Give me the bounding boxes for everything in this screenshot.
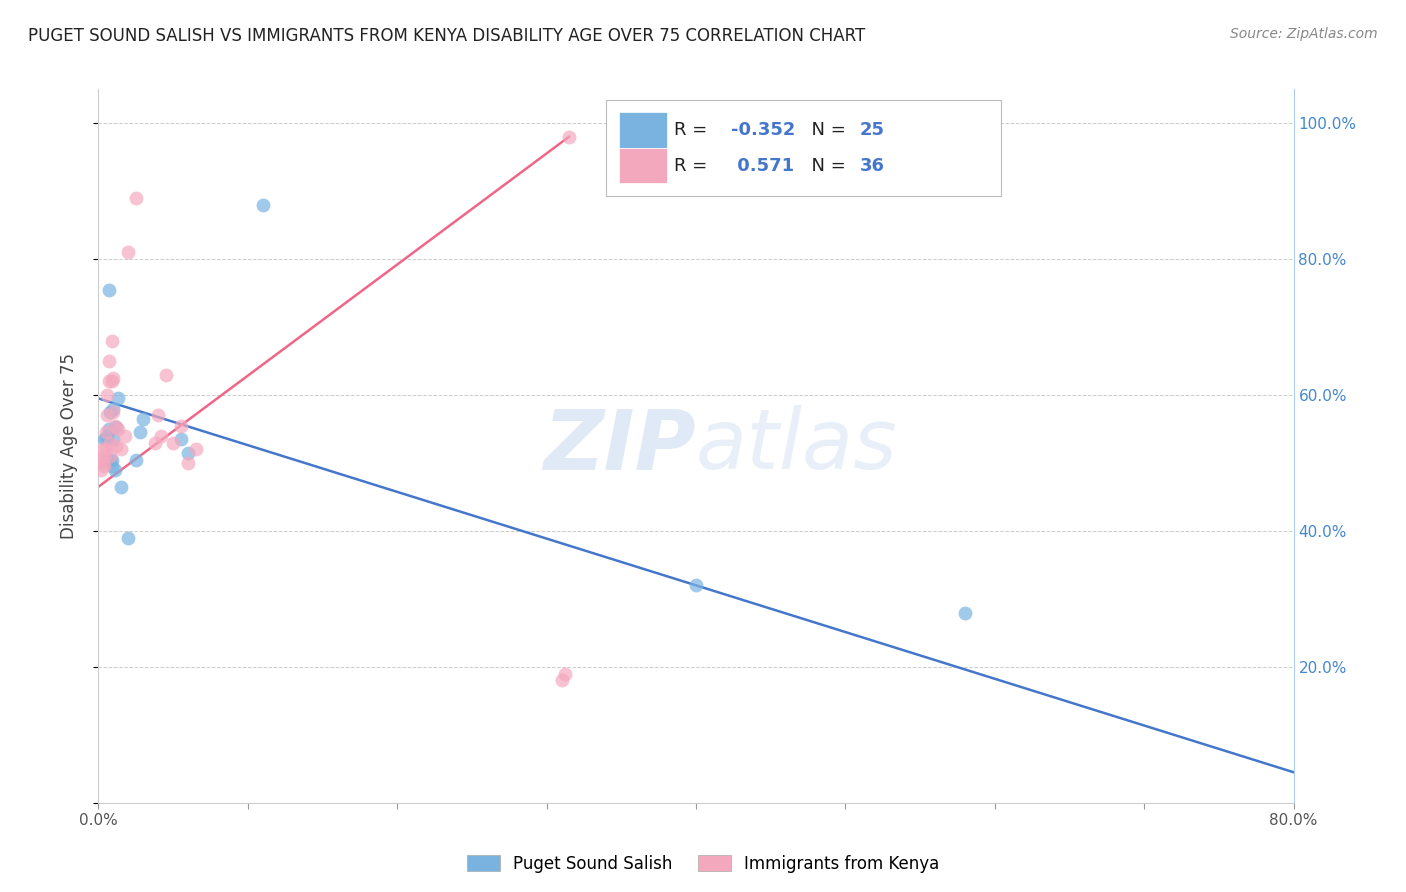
Point (100, 449, 122, 463)
Point (101, 452, 124, 467)
Point (107, 422, 129, 436)
Point (93, 432, 115, 446)
Point (91, 442, 114, 457)
Text: N =: N = (800, 157, 852, 175)
Point (105, 420, 128, 434)
Point (97, 422, 120, 436)
Text: -0.352: -0.352 (731, 121, 794, 139)
Point (97, 354, 120, 368)
Point (93, 449, 115, 463)
Point (169, 432, 191, 446)
FancyBboxPatch shape (620, 112, 668, 148)
Point (117, 245, 139, 260)
Text: 36: 36 (859, 157, 884, 175)
Point (104, 463, 127, 477)
Point (953, 606, 976, 620)
Point (97, 375, 120, 389)
Point (110, 480, 132, 494)
Point (177, 446, 200, 460)
Point (94, 432, 117, 446)
FancyBboxPatch shape (620, 148, 668, 184)
Point (96, 388, 118, 402)
Point (104, 418, 127, 433)
Point (132, 412, 155, 426)
Point (252, 198, 274, 212)
Point (103, 401, 125, 416)
Text: PUGET SOUND SALISH VS IMMIGRANTS FROM KENYA DISABILITY AGE OVER 75 CORRELATION C: PUGET SOUND SALISH VS IMMIGRANTS FROM KE… (28, 27, 865, 45)
Point (685, 578, 707, 592)
Legend: Puget Sound Salish, Immigrants from Kenya: Puget Sound Salish, Immigrants from Keny… (460, 848, 946, 880)
Point (117, 531, 139, 545)
Point (97, 283, 120, 297)
Point (143, 435, 166, 450)
Point (96, 429, 118, 443)
Point (101, 459, 124, 474)
Point (103, 405, 125, 419)
Point (103, 432, 125, 446)
Point (90, 452, 112, 467)
Text: 25: 25 (859, 121, 884, 139)
Point (550, 673, 572, 688)
Point (96, 409, 118, 423)
Point (125, 452, 148, 467)
Text: N =: N = (800, 121, 852, 139)
Point (155, 368, 177, 382)
Y-axis label: Disability Age Over 75: Disability Age Over 75 (59, 353, 77, 539)
Point (169, 418, 191, 433)
Point (94, 425, 117, 440)
Point (100, 405, 122, 419)
Text: R =: R = (675, 157, 713, 175)
Point (101, 334, 124, 348)
Point (107, 392, 129, 406)
Text: ZIP: ZIP (543, 406, 696, 486)
Point (100, 452, 122, 467)
Point (177, 456, 200, 470)
FancyBboxPatch shape (606, 100, 1001, 196)
Text: R =: R = (675, 121, 713, 139)
Point (148, 409, 170, 423)
Point (184, 442, 207, 457)
Point (162, 435, 184, 450)
Point (103, 371, 125, 385)
Point (125, 191, 148, 205)
Text: 0.571: 0.571 (731, 157, 794, 175)
Point (100, 435, 122, 450)
Point (96, 452, 118, 467)
Point (101, 375, 124, 389)
Point (554, 666, 576, 681)
Point (93, 459, 115, 474)
Text: Source: ZipAtlas.com: Source: ZipAtlas.com (1230, 27, 1378, 41)
Point (129, 425, 152, 440)
Point (105, 439, 128, 453)
Point (150, 429, 173, 443)
Point (90, 463, 112, 477)
Point (114, 429, 136, 443)
Point (110, 442, 132, 457)
Text: atlas: atlas (696, 406, 897, 486)
Point (94, 442, 117, 457)
Point (558, 129, 581, 144)
Point (91, 456, 114, 470)
